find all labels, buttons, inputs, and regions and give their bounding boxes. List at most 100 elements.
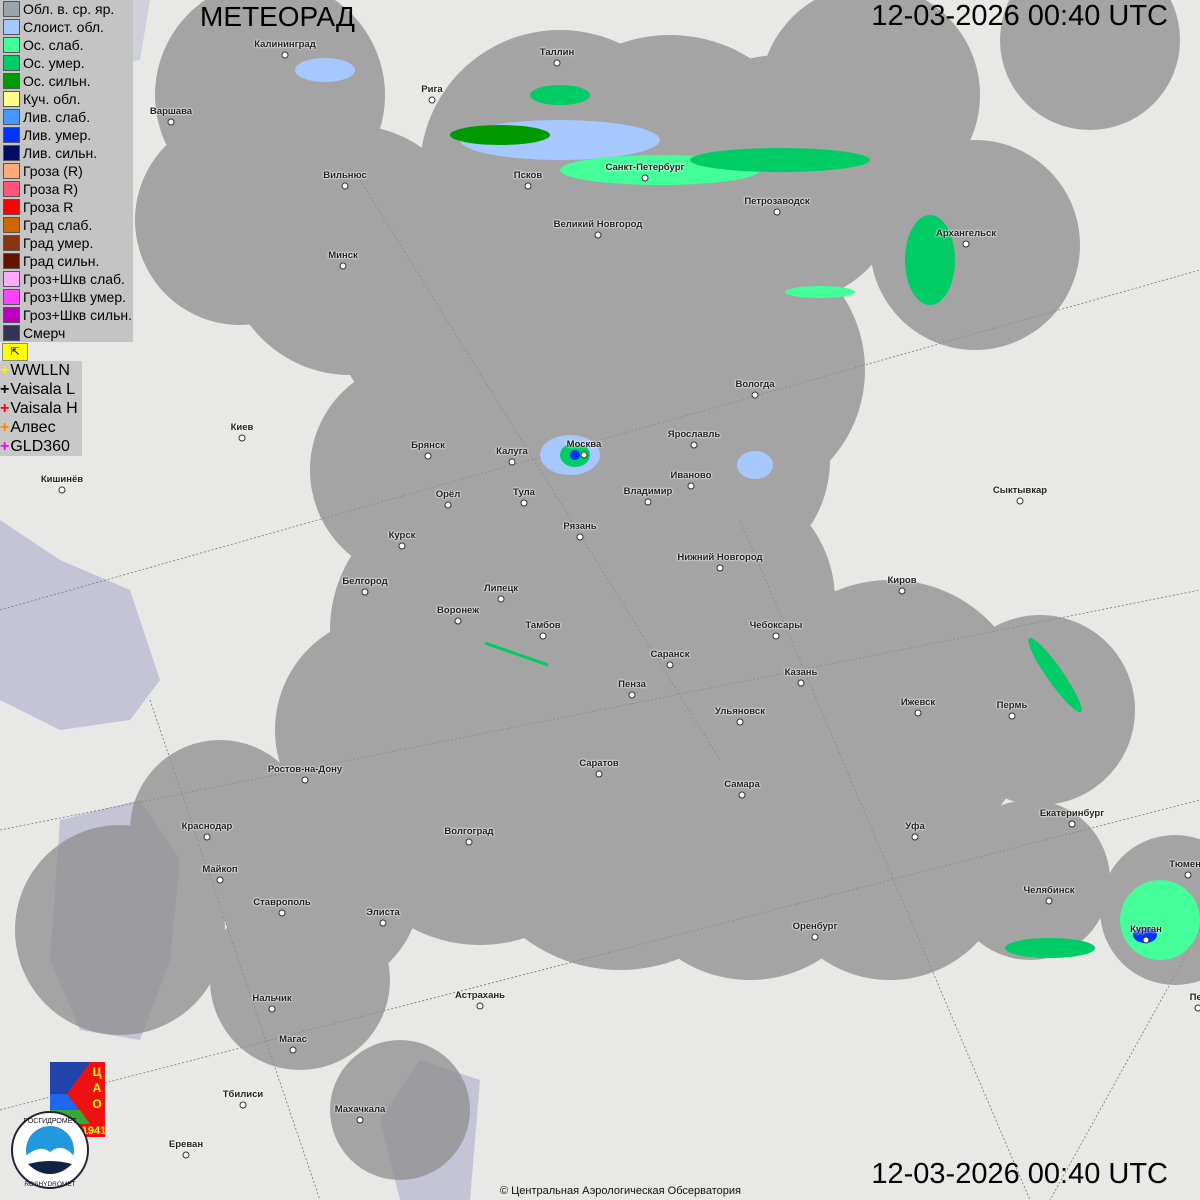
city-label: Чебоксары: [749, 620, 803, 631]
city-marker-icon: [361, 588, 369, 596]
city-label: Калининград: [254, 39, 316, 50]
lightning-source-item: +GLD360: [0, 437, 82, 456]
city-label: Волгоград: [444, 826, 494, 837]
city-marker-icon: [1045, 897, 1053, 905]
legend-swatch: [3, 217, 20, 233]
city-marker-icon: [914, 709, 922, 717]
city-marker-icon: [424, 452, 432, 460]
city-label: Киев: [230, 422, 254, 433]
city-label: Рязань: [563, 521, 597, 532]
lightning-legend: +WWLLN +Vaisala L +Vaisala H +Алвес +GLD360: [0, 361, 82, 456]
city-label: Киров: [887, 575, 917, 586]
legend-item: Куч. обл.: [0, 90, 133, 108]
legend-item: Ос. сильн.: [0, 72, 133, 90]
legend-swatch: [3, 163, 20, 179]
city-label: Кишинёв: [40, 474, 84, 485]
lightning-source-item: +WWLLN: [0, 361, 82, 380]
city-marker-icon: [736, 718, 744, 726]
city-marker-icon: [524, 182, 532, 190]
city-marker-icon: [1016, 497, 1024, 505]
city-marker-icon: [911, 833, 919, 841]
legend-swatch: [3, 37, 20, 53]
city-marker-icon: [595, 770, 603, 778]
svg-text:А: А: [93, 1081, 102, 1095]
lightning-label: GLD360: [10, 438, 70, 455]
cross-icon: +: [0, 438, 10, 455]
legend-swatch: [3, 307, 20, 323]
city-label: Липецк: [483, 583, 519, 594]
legend-item: Обл. в. ср. яр.: [0, 0, 133, 18]
city-label: Архангельск: [936, 228, 996, 239]
city-label: Орёл: [435, 489, 461, 500]
precipitation-legend: Обл. в. ср. яр. Слоист. обл. Ос. слаб. Ос. …: [0, 0, 133, 342]
lightning-label: Алвес: [10, 419, 56, 436]
city-marker-icon: [301, 776, 309, 784]
city-marker-icon: [962, 240, 970, 248]
city-label: Курган: [1130, 924, 1162, 935]
legend-label: Гроза R): [23, 181, 79, 197]
city-marker-icon: [239, 1101, 247, 1109]
city-marker-icon: [797, 679, 805, 687]
city-marker-icon: [428, 96, 436, 104]
city-marker-icon: [203, 833, 211, 841]
legend-item: Гроза (R): [0, 162, 133, 180]
city-marker-icon: [553, 59, 561, 67]
svg-text:Ц: Ц: [93, 1065, 102, 1079]
city-label: Ставрополь: [253, 897, 311, 908]
svg-text:О: О: [92, 1097, 101, 1111]
city-marker-icon: [216, 876, 224, 884]
city-label: Краснодар: [181, 821, 233, 832]
city-label: Калуга: [496, 446, 528, 457]
city-marker-icon: [268, 1005, 276, 1013]
city-label: Саранск: [650, 649, 690, 660]
legend-swatch: [3, 289, 20, 305]
city-label: Пет: [1189, 992, 1200, 1003]
city-marker-icon: [356, 1116, 364, 1124]
city-label: Воронеж: [437, 605, 479, 616]
legend-label: Гроз+Шкв умер.: [23, 289, 127, 305]
city-marker-icon: [167, 118, 175, 126]
legend-swatch: [3, 325, 20, 341]
city-label: Брянск: [411, 440, 445, 451]
legend-item: Ос. слаб.: [0, 36, 133, 54]
legend-label: Лив. слаб.: [23, 109, 91, 125]
city-label: Великий Новгород: [553, 219, 643, 230]
city-label: Ереван: [168, 1139, 204, 1150]
city-marker-icon: [58, 486, 66, 494]
legend-label: Гроза (R): [23, 163, 83, 179]
legend-swatch: [3, 145, 20, 161]
city-marker-icon: [497, 595, 505, 603]
city-marker-icon: [278, 909, 286, 917]
city-label: Уфа: [905, 821, 925, 832]
legend-item: Град слаб.: [0, 216, 133, 234]
legend-label: Град сильн.: [23, 253, 100, 269]
city-marker-icon: [1184, 871, 1192, 879]
city-label: Магас: [279, 1034, 307, 1045]
city-marker-icon: [811, 933, 819, 941]
city-marker-icon: [520, 499, 528, 507]
city-label: Владимир: [623, 486, 673, 497]
city-label: Иваново: [670, 470, 712, 481]
city-label: Екатеринбург: [1039, 808, 1105, 819]
city-marker-icon: [690, 441, 698, 449]
city-marker-icon: [454, 617, 462, 625]
city-marker-icon: [738, 791, 746, 799]
legend-label: Град слаб.: [23, 217, 93, 233]
copyright: © Центральная Аэрологическая Обсерватори…: [500, 1185, 741, 1197]
city-label: Пенза: [618, 679, 646, 690]
datetime-top: 12-03-2026 00:40 UTC: [871, 0, 1168, 32]
legend-label: Ос. сильн.: [23, 73, 91, 89]
precipitation-echoes: [295, 58, 1200, 960]
legend-swatch: [3, 73, 20, 89]
city-label: Нальчик: [252, 993, 292, 1004]
lightning-toggle-icon[interactable]: ⇱: [2, 343, 28, 361]
city-label: Ижевск: [900, 697, 936, 708]
city-marker-icon: [666, 661, 674, 669]
city-marker-icon: [508, 458, 516, 466]
legend-swatch: [3, 235, 20, 251]
lightning-source-item: +Vaisala L: [0, 380, 82, 399]
city-label: Тюмень: [1169, 859, 1200, 870]
city-label: Казань: [784, 667, 818, 678]
app-title: МЕТЕОРАД: [200, 1, 355, 32]
